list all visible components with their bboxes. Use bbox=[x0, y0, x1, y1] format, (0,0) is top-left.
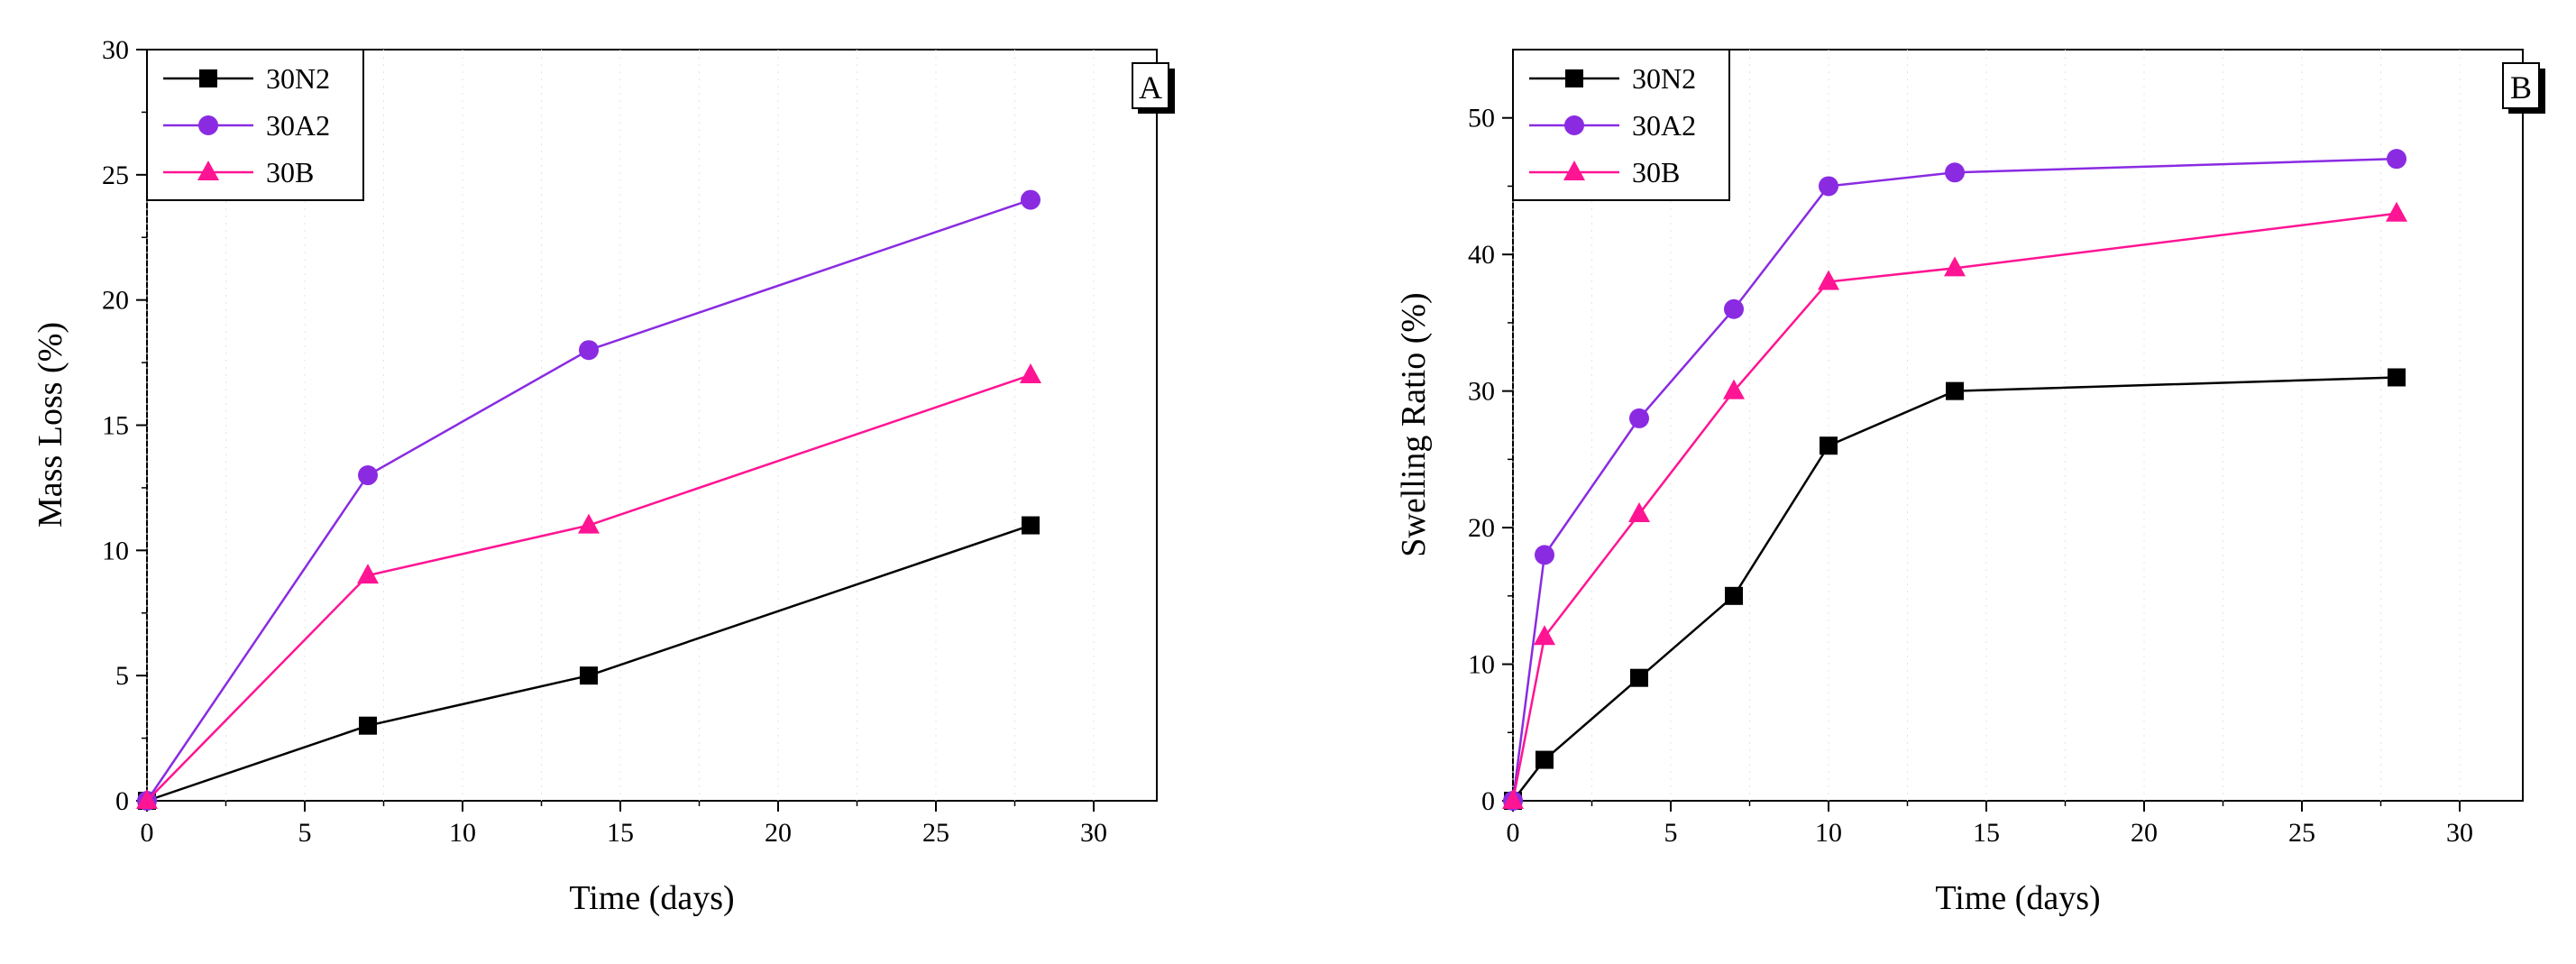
data-point-30a2 bbox=[1819, 176, 1838, 197]
legend: 30N2 30A2 30B bbox=[1512, 49, 1730, 201]
data-point-30b bbox=[1723, 379, 1745, 399]
data-point-30n2 bbox=[1820, 436, 1838, 455]
data-point-30b bbox=[357, 564, 379, 584]
data-point-30a2 bbox=[1629, 408, 1649, 428]
y-tick-label: 10 bbox=[102, 536, 129, 565]
y-tick-label: 30 bbox=[1468, 377, 1495, 407]
panel-label: B bbox=[2510, 69, 2532, 106]
legend-marker bbox=[199, 69, 217, 87]
panel-label: A bbox=[1139, 69, 1162, 106]
x-tick-label: 5 bbox=[1664, 818, 1678, 848]
y-tick-label: 20 bbox=[1468, 513, 1495, 543]
data-point-30a2 bbox=[1021, 189, 1040, 210]
legend-label: 30N2 bbox=[266, 62, 330, 95]
x-axis-label: Time (days) bbox=[569, 879, 734, 917]
y-tick-label: 0 bbox=[115, 786, 129, 816]
x-tick-label: 10 bbox=[449, 818, 476, 848]
data-point-30n2 bbox=[1630, 668, 1648, 687]
x-axis-ticks: 0 5 10 15 20 25 30 bbox=[141, 801, 1107, 848]
data-point-30b bbox=[578, 513, 600, 534]
data-point-30a2 bbox=[1945, 162, 1965, 183]
legend: 30N2 30A2 30B bbox=[146, 49, 364, 201]
chart-panel-a: 0 5 10 15 20 25 30 0 5 10 15 20 25 30 Time (days) Ma… bbox=[32, 35, 1175, 917]
legend-marker bbox=[198, 115, 218, 135]
panel-label-box: B bbox=[2502, 62, 2545, 114]
y-tick-label: 10 bbox=[1468, 650, 1495, 680]
data-point-30b bbox=[1818, 270, 1839, 290]
legend-label: 30B bbox=[1632, 156, 1680, 188]
x-tick-label: 25 bbox=[922, 818, 949, 848]
x-axis-label: Time (days) bbox=[1935, 879, 2100, 917]
y-tick-label: 20 bbox=[102, 286, 129, 316]
legend-label: 30N2 bbox=[1632, 62, 1696, 95]
y-tick-label: 15 bbox=[102, 411, 129, 441]
x-tick-label: 15 bbox=[1973, 818, 2000, 848]
y-axis-label: Swelling Ratio (%) bbox=[1395, 292, 1433, 556]
series-line-30b bbox=[146, 373, 1031, 802]
chart-panel-b: 0 5 10 15 20 25 30 0 10 20 30 40 50 Time (days) Swe… bbox=[1395, 49, 2545, 917]
data-point-30b bbox=[2386, 201, 2407, 222]
data-point-30b bbox=[1628, 501, 1650, 522]
x-tick-label: 0 bbox=[141, 818, 154, 848]
data-point-30a2 bbox=[2387, 149, 2406, 170]
y-tick-label: 0 bbox=[1481, 786, 1495, 816]
x-tick-label: 15 bbox=[607, 818, 634, 848]
data-point-30a2 bbox=[358, 465, 378, 486]
data-point-30b bbox=[1502, 789, 1524, 809]
data-point-30b bbox=[1020, 363, 1041, 383]
x-tick-label: 25 bbox=[2288, 818, 2315, 848]
x-tick-label: 30 bbox=[1080, 818, 1107, 848]
data-point-30n2 bbox=[2388, 368, 2406, 387]
panel-label-box: A bbox=[1132, 62, 1175, 114]
y-tick-label: 40 bbox=[1468, 240, 1495, 270]
y-axis-label: Mass Loss (%) bbox=[32, 322, 69, 528]
x-tick-label: 10 bbox=[1815, 818, 1842, 848]
data-point-30n2 bbox=[580, 666, 598, 685]
data-point-30n2 bbox=[1725, 586, 1743, 605]
legend-marker bbox=[1563, 161, 1585, 180]
x-tick-label: 20 bbox=[765, 818, 792, 848]
y-tick-label: 50 bbox=[1468, 104, 1495, 133]
y-tick-label: 25 bbox=[102, 161, 129, 190]
x-tick-label: 5 bbox=[298, 818, 312, 848]
legend-marker bbox=[1564, 115, 1584, 135]
series-line-30a2 bbox=[145, 198, 1031, 802]
data-point-30b bbox=[1944, 256, 1966, 277]
x-tick-label: 30 bbox=[2446, 818, 2473, 848]
series-layer bbox=[136, 189, 1041, 811]
y-tick-label: 5 bbox=[115, 661, 129, 691]
data-point-30a2 bbox=[579, 340, 599, 361]
data-point-30n2 bbox=[1536, 750, 1554, 769]
legend-marker bbox=[1565, 69, 1583, 87]
data-point-30n2 bbox=[1022, 516, 1040, 535]
grid bbox=[1512, 50, 2461, 801]
data-point-30a2 bbox=[1724, 298, 1744, 319]
x-tick-label: 20 bbox=[2131, 818, 2158, 848]
x-axis-ticks: 0 5 10 15 20 25 30 bbox=[1507, 801, 2473, 848]
data-point-30a2 bbox=[1535, 545, 1554, 565]
series-layer bbox=[1502, 149, 2407, 811]
x-tick-label: 0 bbox=[1507, 818, 1520, 848]
series-line-30n2 bbox=[146, 524, 1031, 803]
data-point-30b bbox=[1534, 625, 1555, 646]
legend-label: 30B bbox=[266, 156, 314, 188]
y-axis-ticks: 0 10 20 30 40 50 bbox=[1468, 104, 1513, 816]
legend-marker bbox=[197, 161, 219, 180]
y-tick-label: 30 bbox=[102, 35, 129, 65]
data-point-30b bbox=[136, 789, 158, 809]
legend-label: 30A2 bbox=[266, 109, 330, 142]
data-point-30n2 bbox=[359, 716, 377, 735]
data-point-30n2 bbox=[1946, 381, 1964, 400]
grid bbox=[146, 50, 1095, 801]
legend-label: 30A2 bbox=[1632, 109, 1696, 142]
